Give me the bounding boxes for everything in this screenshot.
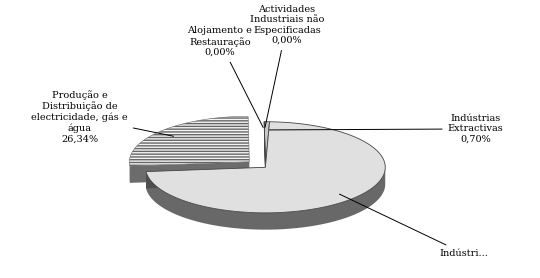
Polygon shape — [146, 169, 385, 230]
Text: Actividades
Industriais não
Especificadas
0,00%: Actividades Industriais não Especificada… — [250, 5, 324, 127]
Polygon shape — [146, 122, 385, 213]
Polygon shape — [130, 162, 249, 183]
Polygon shape — [264, 122, 265, 167]
Text: Indústrias
Extractivas
0,70%: Indústrias Extractivas 0,70% — [269, 114, 503, 144]
Text: Produção e
Distribuição de
electricidade, gás e
água
26,34%: Produção e Distribuição de electricidade… — [31, 90, 173, 144]
Polygon shape — [130, 116, 249, 166]
Text: Indústri...: Indústri... — [340, 194, 488, 258]
Polygon shape — [264, 122, 265, 167]
Text: Alojamento e
Restauração
0,00%: Alojamento e Restauração 0,00% — [187, 26, 263, 127]
Polygon shape — [264, 122, 269, 167]
Polygon shape — [146, 167, 265, 188]
